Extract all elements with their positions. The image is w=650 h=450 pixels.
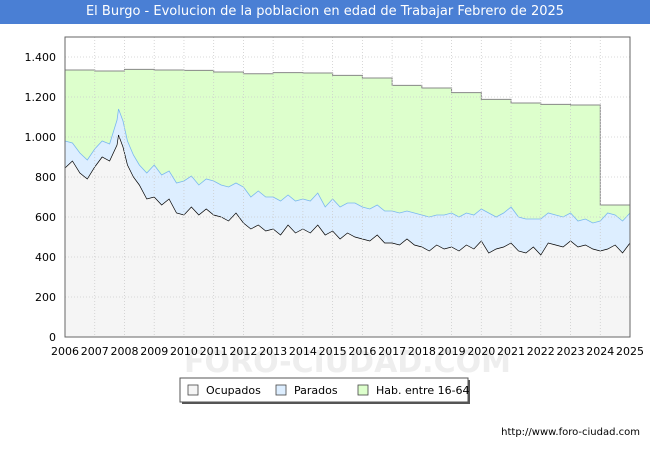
y-tick-label: 600 (35, 211, 56, 224)
legend-swatch (187, 384, 199, 396)
x-tick-label: 2024 (586, 345, 614, 358)
y-tick-label: 200 (35, 291, 56, 304)
legend-swatch (357, 384, 369, 396)
ocupados-area (65, 135, 630, 337)
y-tick-label: 800 (35, 171, 56, 184)
x-tick-label: 2013 (259, 345, 287, 358)
y-tick-label: 0 (49, 331, 56, 344)
legend-box (179, 377, 469, 403)
hab-line (65, 68, 630, 206)
x-tick-label: 2008 (110, 345, 138, 358)
y-tick-label: 1.000 (25, 131, 57, 144)
ocupados-line (64, 134, 631, 256)
x-tick-label: 2021 (497, 345, 525, 358)
x-tick-label: 2018 (408, 345, 436, 358)
x-tick-label: 2015 (319, 345, 347, 358)
x-tick-label: 2023 (557, 345, 585, 358)
footer-url[interactable]: http://www.foro-ciudad.com (501, 427, 640, 438)
x-tick-label: 2017 (378, 345, 406, 358)
chart-title: El Burgo - Evolucion de la poblacion en … (85, 4, 565, 19)
y-tick-label: 400 (35, 251, 56, 264)
x-tick-label: 2016 (348, 345, 376, 358)
parados-line (64, 108, 631, 224)
x-tick-label: 2011 (200, 345, 228, 358)
legend-label: Ocupados (206, 384, 261, 397)
x-tick-label: 2025 (616, 345, 644, 358)
watermark: FORO-CIUDAD.COM (184, 345, 511, 380)
x-tick-label: 2014 (289, 345, 317, 358)
y-tick-label: 1.200 (25, 91, 57, 104)
x-tick-label: 2009 (140, 345, 168, 358)
x-tick-label: 2022 (527, 345, 555, 358)
x-tick-label: 2019 (438, 345, 466, 358)
x-tick-label: 2020 (467, 345, 495, 358)
legend-swatch (275, 384, 287, 396)
legend-label: Hab. entre 16-64 (376, 384, 470, 397)
legend-label: Parados (294, 384, 338, 397)
y-tick-label: 1.400 (25, 51, 57, 64)
title-bar: El Burgo - Evolucion de la poblacion en … (0, 0, 650, 24)
plot-frame (64, 36, 631, 338)
x-tick-label: 2007 (81, 345, 109, 358)
x-tick-label: 2010 (170, 345, 198, 358)
x-tick-label: 2012 (229, 345, 257, 358)
x-tick-label: 2006 (51, 345, 79, 358)
